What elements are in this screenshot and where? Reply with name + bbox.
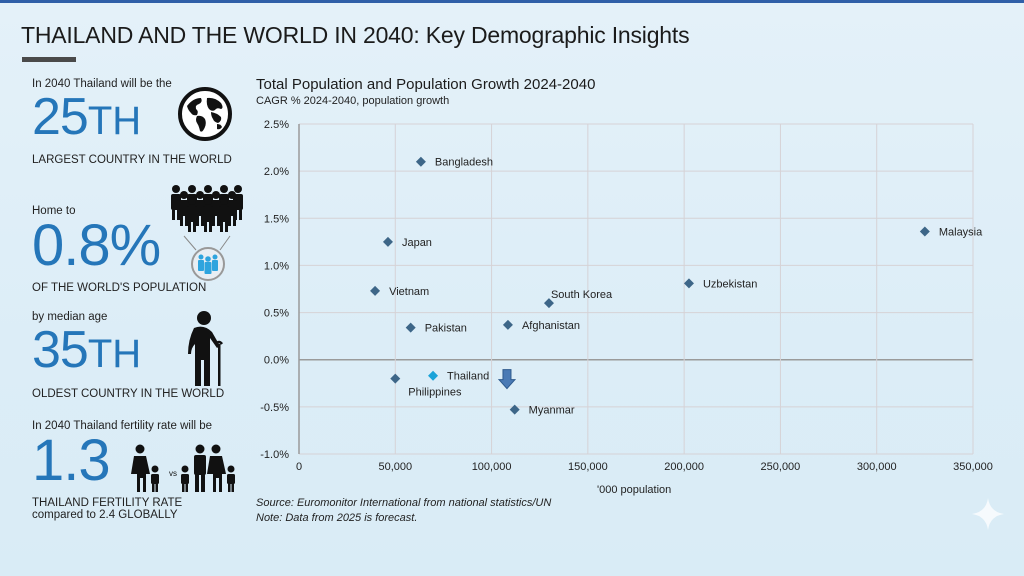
data-label: Afghanistan <box>522 320 580 332</box>
chart-title: Total Population and Population Growth 2… <box>256 76 596 93</box>
title-underline <box>22 57 76 62</box>
y-tick-label: 2.5% <box>264 119 289 131</box>
y-tick-label: 0.0% <box>264 355 289 367</box>
stat-value: 1.3 <box>32 432 212 490</box>
data-point-thailand <box>428 370 439 381</box>
data-label: Vietnam <box>389 286 429 298</box>
data-label: Philippines <box>408 387 462 399</box>
x-tick-label: 350,000 <box>953 461 993 473</box>
stat-intro: In 2040 Thailand will be the <box>32 78 172 90</box>
stat-suffix: TH <box>87 99 142 143</box>
data-label: Myanmar <box>529 405 575 417</box>
x-tick-label: 250,000 <box>761 461 801 473</box>
vs-label: vs <box>169 469 177 478</box>
page-title: THAILAND AND THE WORLD IN 2040: Key Demo… <box>21 22 690 48</box>
stat-intro: In 2040 Thailand fertility rate will be <box>32 420 213 432</box>
data-label: Uzbekistan <box>703 278 757 290</box>
stat-caption: OF THE WORLD'S POPULATION <box>32 282 207 294</box>
stat-caption: LARGEST COUNTRY IN THE WORLD <box>32 154 232 166</box>
data-point-pakistan <box>405 322 416 333</box>
y-tick-label: 0.5% <box>264 308 289 320</box>
stat-fertility: In 2040 Thailand fertility rate will be … <box>32 420 212 521</box>
stat-value: 35TH <box>32 324 224 380</box>
data-point-bangladesh <box>415 156 426 167</box>
x-tick-label: 300,000 <box>857 461 897 473</box>
chart-subtitle: CAGR % 2024-2040, population growth <box>256 95 450 107</box>
stat-intro: Home to <box>32 205 76 217</box>
family-icon: vs <box>131 444 235 492</box>
down-arrow-icon <box>497 369 517 390</box>
data-label: Pakistan <box>425 323 467 335</box>
y-tick-label: 1.5% <box>264 213 289 225</box>
chart-source: Source: Euromonitor International from n… <box>256 496 551 526</box>
x-tick-label: 200,000 <box>664 461 704 473</box>
data-label: Bangladesh <box>435 157 493 169</box>
x-tick-label: 150,000 <box>568 461 608 473</box>
x-axis-label: '000 population <box>597 484 671 496</box>
stat-largest-country: In 2040 Thailand will be the 25TH LARGES… <box>32 78 232 166</box>
crowd-icon <box>171 185 243 281</box>
data-point-japan <box>382 236 393 247</box>
sparkle-icon <box>972 498 1004 530</box>
top-accent-bar <box>0 0 1024 3</box>
data-label: Japan <box>402 237 432 249</box>
source-line: Source: Euromonitor International from n… <box>256 497 552 509</box>
data-point-philippines <box>390 373 401 384</box>
globe-icon <box>178 87 232 141</box>
stat-value: 0.8% <box>32 217 206 275</box>
stat-intro: by median age <box>32 311 108 323</box>
data-point-vietnam <box>370 285 381 296</box>
x-tick-label: 0 <box>296 461 302 473</box>
stat-number: 25 <box>32 88 89 146</box>
stat-caption: OLDEST COUNTRY IN THE WORLD <box>32 388 225 400</box>
y-tick-label: -1.0% <box>260 449 289 461</box>
data-point-afghanistan <box>502 319 513 330</box>
stat-caption-secondary: compared to 2.4 GLOBALLY <box>32 509 178 521</box>
x-tick-label: 50,000 <box>378 461 412 473</box>
stat-number: 1.3 <box>32 428 111 493</box>
data-label: South Korea <box>551 289 613 301</box>
x-tick-label: 100,000 <box>472 461 512 473</box>
stat-value: 25TH <box>32 91 232 147</box>
stat-median-age: by median age 35TH OLDEST COUNTRY IN THE… <box>32 311 224 400</box>
stat-caption: THAILAND FERTILITY RATE <box>32 497 183 509</box>
stat-world-share: Home to 0.8% OF THE WORLD'S POPULATION <box>32 205 206 294</box>
stat-number: 35 <box>32 321 89 379</box>
data-label: Thailand <box>447 371 489 383</box>
elderly-person-icon <box>188 311 223 386</box>
data-point-south-korea <box>543 298 554 309</box>
y-tick-label: -0.5% <box>260 402 289 414</box>
data-point-uzbekistan <box>683 278 694 289</box>
note-line: Note: Data from 2025 is forecast. <box>256 512 418 524</box>
data-label: Malaysia <box>939 226 983 238</box>
stat-number: 0.8% <box>32 213 161 278</box>
data-point-myanmar <box>509 404 520 415</box>
y-tick-label: 1.0% <box>264 260 289 272</box>
data-point-malaysia <box>919 226 930 237</box>
y-tick-label: 2.0% <box>264 166 289 178</box>
stat-suffix: TH <box>87 332 142 376</box>
